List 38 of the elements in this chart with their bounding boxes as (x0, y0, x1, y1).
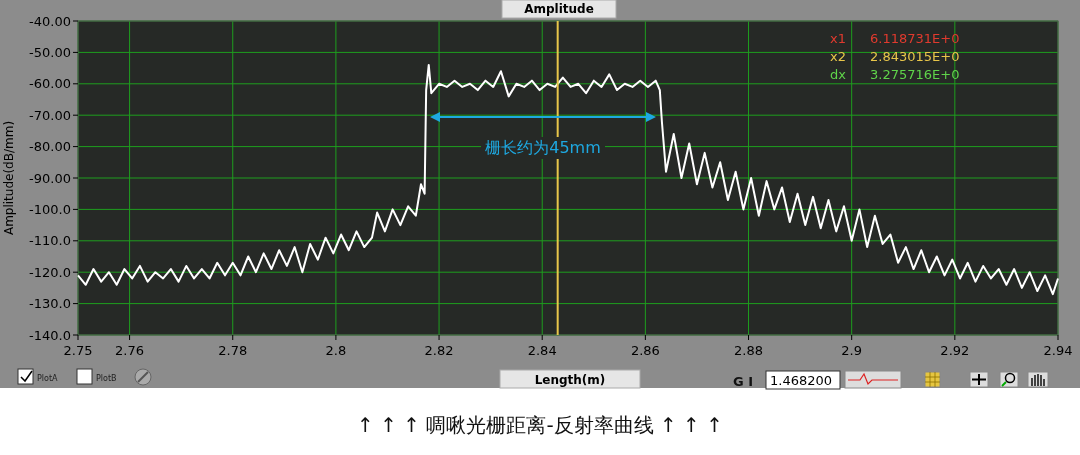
chart-title: Amplitude (524, 2, 594, 16)
y-tick-label: -40.00 (29, 13, 71, 29)
y-tick-label: -100.0 (29, 201, 71, 217)
text: PlotB (96, 374, 117, 383)
x-tick-label: 2.86 (630, 343, 660, 358)
y-tick-label: -90.00 (29, 170, 71, 186)
x-tick-label: 2.88 (734, 343, 763, 358)
x-tick-label: 2.75 (63, 343, 93, 358)
annotation: 栅长约为45mm (485, 138, 601, 157)
x-tick-label: 2.94 (1043, 343, 1073, 358)
y-tick-label: -110.0 (29, 233, 71, 249)
x-axis-title: Length(m) (534, 373, 606, 387)
line-series (77, 63, 1059, 296)
y-axis-title: Amplitude(dB/mm) (2, 120, 16, 236)
annotation: 6.118731E+0 (870, 31, 960, 46)
x-tick-label: 2.92 (940, 343, 970, 358)
x-tick-label: 2.78 (218, 343, 248, 358)
y-tick-label: -130.0 (29, 296, 71, 312)
y-tick-label: -60.00 (29, 76, 71, 92)
text: ↑ ↑ ↑ 啁啾光栅距离-反射率曲线 ↑ ↑ ↑ (357, 413, 723, 437)
text: PlotA (37, 374, 59, 383)
x-tick-label: 2.76 (115, 343, 145, 358)
annotation: 3.275716E+0 (870, 67, 960, 82)
y-tick-label: -80.00 (29, 139, 71, 155)
y-tick-label: -70.00 (29, 107, 71, 123)
text: 1.468200 (770, 373, 833, 388)
annotation: x2 (830, 49, 846, 64)
x-tick-label: 2.82 (424, 343, 454, 358)
annotation: dx (830, 67, 847, 82)
x-tick-label: 2.8 (325, 343, 347, 358)
x-tick-label: 2.84 (527, 343, 557, 358)
text: G I (733, 374, 754, 389)
y-tick-label: -120.0 (29, 264, 71, 280)
annotation: x1 (830, 31, 846, 46)
y-tick-label: -140.0 (29, 327, 71, 343)
y-tick-label: -50.00 (29, 44, 71, 60)
annotation: 2.843015E+0 (870, 49, 960, 64)
x-tick-label: 2.9 (841, 343, 863, 358)
